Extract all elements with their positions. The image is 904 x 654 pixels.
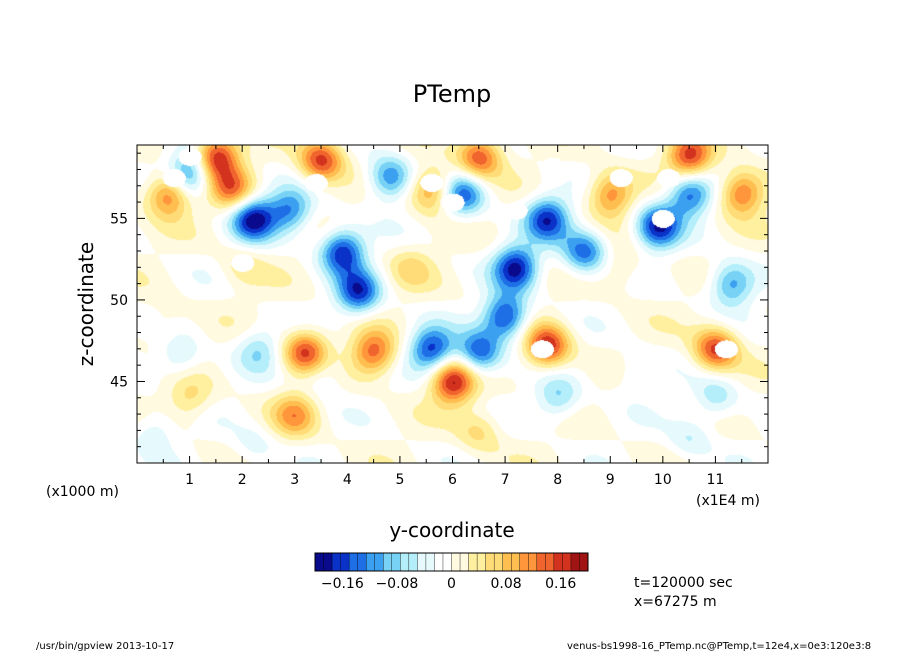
- colorbar-swatch: [468, 552, 478, 572]
- x-tick-label: 1: [185, 472, 194, 488]
- colorbar-swatch: [348, 552, 359, 572]
- colorbar-swatch: [459, 552, 470, 572]
- y-tick-label: 50: [110, 293, 128, 309]
- colorbar-swatch: [408, 552, 418, 572]
- colorbar-swatch: [357, 552, 367, 572]
- time-readout: t=120000 sec: [634, 575, 733, 591]
- x-unit-left: (x1000 m): [46, 484, 119, 500]
- colorbar-swatch: [383, 552, 393, 572]
- colorbar-swatch: [545, 552, 555, 572]
- colorbar-tick-label: −0.08: [375, 576, 418, 592]
- colorbar-swatch: [579, 552, 589, 572]
- x-tick-label: 6: [448, 472, 457, 488]
- y-axis-ticks: 45 50 55: [110, 152, 768, 448]
- colorbar-swatch: [511, 552, 521, 572]
- colorbar-swatch: [536, 552, 546, 572]
- colorbar-tick-label: 0.16: [545, 576, 576, 592]
- x-tick-label: 8: [553, 472, 562, 488]
- x-tick-label: 11: [707, 472, 725, 488]
- y-tick-label: 45: [110, 374, 128, 390]
- colorbar-swatch: [417, 552, 427, 572]
- x-tick-label: 3: [290, 472, 299, 488]
- x-unit-right: (x1E4 m): [696, 493, 760, 509]
- colorbar-swatch: [425, 552, 435, 572]
- colorbar-tick-label: 0: [447, 576, 456, 592]
- colorbar-tick-label: 0.08: [491, 576, 522, 592]
- heatmap-field: [137, 145, 768, 463]
- colorbar-swatch: [553, 552, 563, 572]
- y-axis-label: z-coordinate: [74, 242, 98, 366]
- colorbar-swatch: [519, 552, 529, 572]
- colorbar-swatch: [314, 552, 325, 572]
- footer-left: /usr/bin/gpview 2013-10-17: [36, 641, 175, 652]
- colorbar-swatch: [562, 552, 572, 572]
- colorbar-swatch: [502, 552, 512, 572]
- colorbar-swatch: [442, 552, 453, 572]
- x-tick-label: 4: [343, 472, 352, 488]
- x-tick-label: 5: [395, 472, 404, 488]
- colorbar-swatch: [400, 552, 410, 572]
- x-tick-label: 10: [654, 472, 672, 488]
- colorbar-swatch: [528, 552, 538, 572]
- colorbar-swatch: [365, 552, 376, 572]
- colorbar-swatch: [493, 552, 504, 572]
- colorbar-swatch: [434, 552, 444, 572]
- colorbar: −0.16 −0.08 0 0.08 0.16: [314, 552, 589, 592]
- chart-title: PTemp: [413, 80, 491, 108]
- colorbar-frame: [314, 552, 589, 572]
- colorbar-swatch: [570, 552, 580, 572]
- y-tick-label: 55: [110, 211, 128, 227]
- x-axis-ticks: 1 2 3 4 5 6 7 8 9 10 11: [162, 145, 743, 488]
- x-axis-label: y-coordinate: [389, 518, 514, 542]
- position-readout: x=67275 m: [634, 594, 717, 610]
- colorbar-swatch: [340, 552, 350, 572]
- colorbar-swatch: [331, 552, 342, 572]
- colorbar-swatch: [323, 552, 333, 572]
- colorbar-swatch: [451, 552, 461, 572]
- footer-right: venus-bs1998-16_PTemp.nc@PTemp,t=12e4,x=…: [567, 641, 872, 652]
- colorbar-tick-label: −0.16: [321, 576, 364, 592]
- x-tick-label: 9: [606, 472, 615, 488]
- x-tick-label: 2: [238, 472, 247, 488]
- colorbar-swatch: [476, 552, 487, 572]
- colorbar-swatch: [485, 552, 495, 572]
- x-tick-label: 7: [501, 472, 510, 488]
- colorbar-swatch: [374, 552, 384, 572]
- colorbar-swatch: [391, 552, 401, 572]
